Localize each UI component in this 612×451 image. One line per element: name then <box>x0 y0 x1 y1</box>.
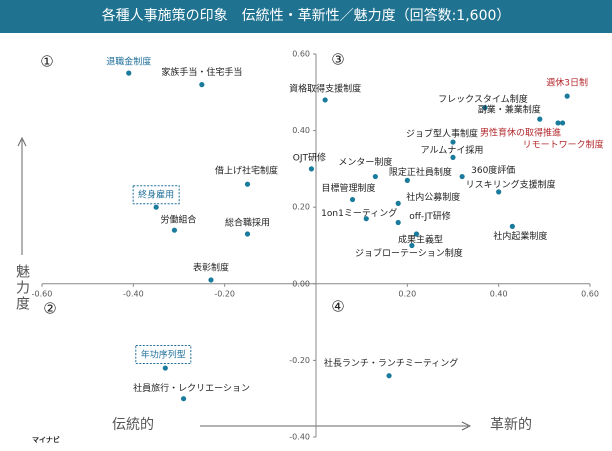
point-label: 1on1ミーティング <box>321 207 397 219</box>
point <box>395 200 401 206</box>
point <box>171 227 178 233</box>
point-label: アルムナイ採用 <box>421 144 484 156</box>
point <box>244 181 251 187</box>
point <box>496 189 502 195</box>
point-label: 資格取得支援制度 <box>289 82 361 94</box>
y-axis-label: 魅力度 <box>14 264 30 312</box>
x-tick-label: 0.60 <box>581 289 599 298</box>
point-label: 社長ランチ・ランチミーティング <box>324 357 458 369</box>
quadrant-mark: ③ <box>331 51 344 69</box>
point <box>162 365 168 371</box>
point <box>459 173 465 180</box>
point <box>363 216 369 222</box>
point-label: 総合職採用 <box>225 217 270 229</box>
point-label: OJT研修 <box>293 151 326 163</box>
point-label: 社内起業制度 <box>493 230 547 242</box>
label-box <box>135 345 192 365</box>
point <box>372 173 378 180</box>
point-label: 男性育休の取得推進 <box>480 126 561 138</box>
point <box>208 277 214 283</box>
point-label: 限定正社員制度 <box>389 166 452 178</box>
point <box>395 219 401 226</box>
point-label: 労働組合 <box>160 214 196 226</box>
y-tick-label: -0.40 <box>289 433 310 442</box>
quadrant-mark: ① <box>40 53 53 71</box>
point <box>244 231 251 237</box>
y-arrow-head <box>17 136 27 147</box>
point <box>308 166 315 172</box>
chart-title: 各種人事施策の印象 伝統性・革新性／魅力度（回答数:1,600） <box>102 7 511 24</box>
quadrant-mark: ② <box>43 300 56 318</box>
point-label: メンター制度 <box>338 156 392 168</box>
point-label: off-JT研修 <box>409 210 451 222</box>
point-label: 退職金制度 <box>106 56 151 68</box>
point-label: リスキリング支援制度 <box>466 178 556 190</box>
point-label: 目標管理制度 <box>322 182 376 194</box>
point <box>555 120 561 126</box>
point-label: 成果主義型 <box>398 234 443 246</box>
point-label: 年功序列型 <box>141 349 186 361</box>
x-right-label: 革新的 <box>490 417 532 433</box>
point <box>509 223 515 229</box>
y-tick-label: 0.00 <box>292 279 310 288</box>
point <box>199 82 205 88</box>
y-tick-label: 0.40 <box>292 126 310 135</box>
point-label: 週休3日制 <box>546 77 588 89</box>
x-tick-label: -0.20 <box>214 289 235 298</box>
point-label: 終身雇用 <box>138 189 174 201</box>
point-label: ジョブローテーション制度 <box>355 247 463 259</box>
point-label: 社員旅行・レクリエーション <box>133 382 250 394</box>
y-tick-label: 0.20 <box>292 203 310 212</box>
point-label: 副業・兼業制度 <box>478 104 541 116</box>
point <box>386 373 392 379</box>
x-tick-label: -0.40 <box>123 289 144 298</box>
point-label: リモートワーク制度 <box>523 138 604 150</box>
x-arrow-head <box>461 421 472 431</box>
label-box <box>132 185 180 205</box>
y-tick-label: -0.20 <box>289 356 310 365</box>
logo: マイナビ <box>32 435 60 444</box>
point <box>482 105 488 111</box>
point <box>450 154 456 161</box>
point-label: 社内公募制度 <box>406 191 460 203</box>
header-bar <box>0 0 612 33</box>
quadrant-mark: ④ <box>331 298 344 316</box>
point-label: 借上げ社宅制度 <box>215 165 278 177</box>
point-label: 360度評価 <box>471 164 515 176</box>
point <box>560 120 566 126</box>
x-tick-label: 0.40 <box>490 289 508 298</box>
point <box>409 242 415 249</box>
point <box>153 204 159 210</box>
point <box>349 196 356 203</box>
point <box>450 139 456 145</box>
point-label: 表彰制度 <box>193 261 229 273</box>
point <box>180 396 187 402</box>
point <box>126 70 132 76</box>
point-label: 家族手当・住宅手当 <box>161 66 242 78</box>
point <box>413 231 420 237</box>
point <box>322 97 328 103</box>
x-tick-label: 0.20 <box>398 289 416 298</box>
x-tick-label: -0.60 <box>32 289 53 298</box>
point <box>404 177 410 183</box>
point-label: ジョブ型人事制度 <box>406 128 478 140</box>
x-left-label: 伝統的 <box>112 417 154 433</box>
y-tick-label: 0.60 <box>292 50 310 59</box>
point-label: フレックスタイム制度 <box>438 93 528 105</box>
point <box>537 116 543 122</box>
point <box>564 93 570 99</box>
